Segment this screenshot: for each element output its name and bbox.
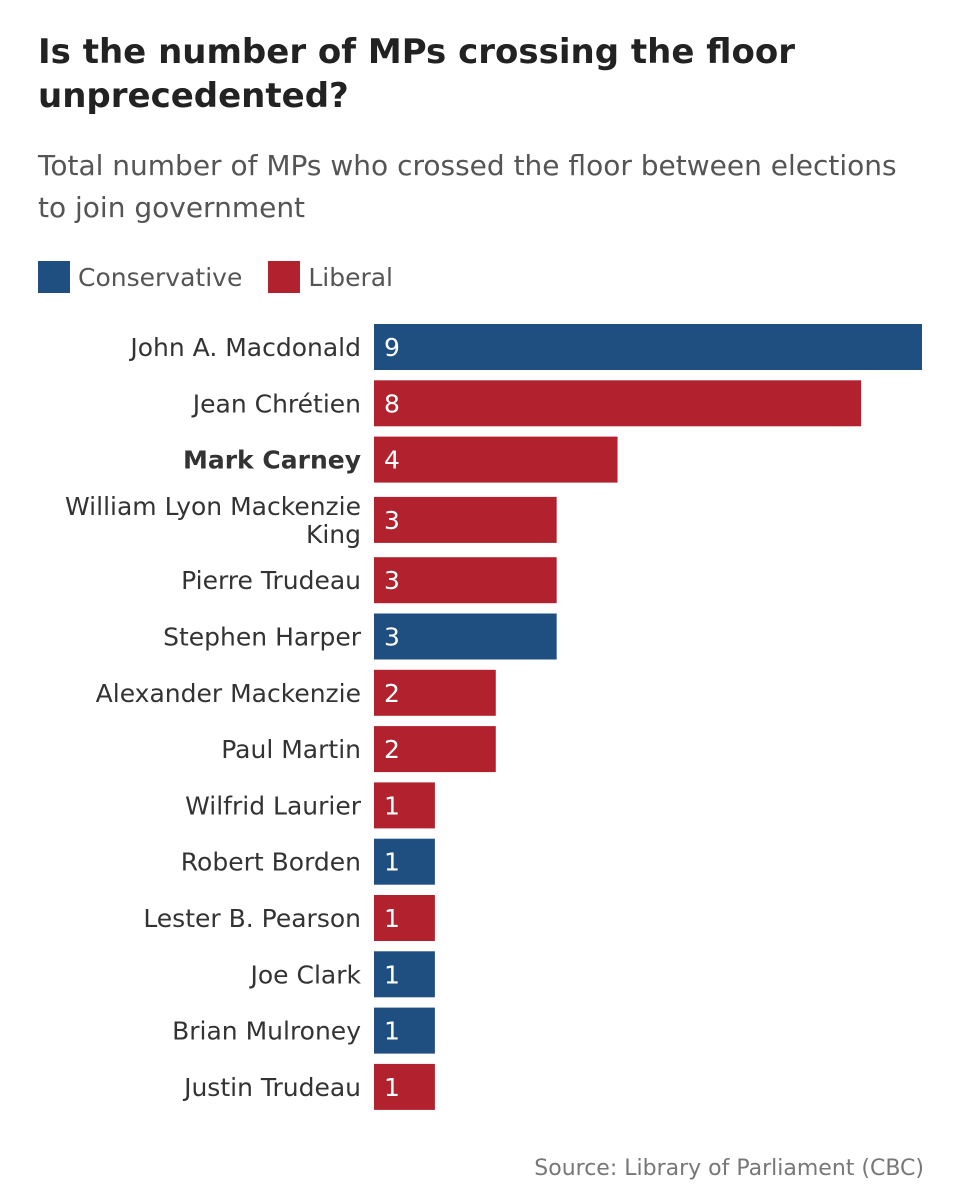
- data-label-brian-mulroney: 1: [384, 1017, 400, 1046]
- bar-stephen-harper: [374, 613, 557, 660]
- category-label-justin-trudeau: Justin Trudeau: [182, 1073, 361, 1102]
- data-label-paul-martin: 2: [384, 735, 400, 764]
- category-label-line: Brian Mulroney: [172, 1017, 361, 1046]
- bar-row-jean-chretien: 8 Jean Chrétien: [191, 380, 862, 427]
- legend: Conservative Liberal: [38, 260, 419, 294]
- bar-row-robert-borden: 1 Robert Borden: [181, 838, 435, 885]
- bar-william-lyon-mackenzie-king: [374, 496, 557, 543]
- category-label-line: Mark Carney: [183, 446, 361, 475]
- category-label-paul-martin: Paul Martin: [221, 735, 361, 764]
- bar-mark-carney: [374, 436, 618, 483]
- chart-subtitle: Total number of MPs who crossed the floo…: [38, 149, 897, 224]
- source-note: Source: Library of Parliament (CBC): [534, 1156, 924, 1181]
- category-label-john-a-macdonald: John A. Macdonald: [128, 333, 361, 362]
- category-label-line: King: [306, 520, 361, 549]
- bar-row-stephen-harper: 3 Stephen Harper: [163, 613, 557, 660]
- category-label-line: Stephen Harper: [163, 623, 362, 652]
- category-label-pierre-trudeau: Pierre Trudeau: [181, 566, 361, 595]
- legend-swatch-conservative: [38, 261, 70, 293]
- category-label-line: Justin Trudeau: [182, 1073, 361, 1102]
- category-label-stephen-harper: Stephen Harper: [163, 623, 362, 652]
- data-label-lester-b-pearson: 1: [384, 904, 400, 933]
- bar-lester-b-pearson: [374, 895, 435, 941]
- bar-jean-chretien: [374, 380, 862, 427]
- bar-row-wilfrid-laurier: 1 Wilfrid Laurier: [185, 782, 435, 829]
- bar-row-william-lyon-mackenzie-king: 3 William Lyon Mackenzie King: [65, 492, 557, 549]
- category-label-line: Pierre Trudeau: [181, 566, 361, 595]
- data-label-jean-chretien: 8: [384, 389, 400, 418]
- category-label-william-lyon-mackenzie-king: William Lyon Mackenzie King: [65, 492, 361, 549]
- data-label-william-lyon-mackenzie-king: 3: [384, 506, 400, 535]
- bar-wilfrid-laurier: [374, 782, 435, 829]
- category-label-line: Alexander Mackenzie: [96, 679, 361, 708]
- data-label-stephen-harper: 3: [384, 623, 400, 652]
- bar-paul-martin: [374, 726, 496, 773]
- bar-row-pierre-trudeau: 3 Pierre Trudeau: [181, 557, 557, 604]
- category-label-jean-chretien: Jean Chrétien: [191, 389, 361, 418]
- bar-row-brian-mulroney: 1 Brian Mulroney: [172, 1007, 435, 1054]
- category-label-line: Paul Martin: [221, 735, 361, 764]
- category-label-line: John A. Macdonald: [128, 333, 361, 362]
- bar-row-john-a-macdonald: 9 John A. Macdonald: [128, 324, 922, 370]
- data-label-john-a-macdonald: 9: [384, 333, 400, 362]
- bar-chart: 9 John A. Macdonald 8 Jean Chrétien 4 Mark Ca…: [65, 324, 922, 1110]
- category-label-line: Wilfrid Laurier: [185, 791, 362, 820]
- category-label-brian-mulroney: Brian Mulroney: [172, 1017, 361, 1046]
- legend-label-conservative: Conservative: [78, 262, 243, 292]
- data-label-robert-borden: 1: [384, 848, 400, 877]
- bar-row-justin-trudeau: 1 Justin Trudeau: [182, 1063, 435, 1110]
- data-label-wilfrid-laurier: 1: [384, 791, 400, 820]
- category-label-wilfrid-laurier: Wilfrid Laurier: [185, 791, 362, 820]
- category-label-line: Robert Borden: [181, 848, 361, 877]
- category-label-line: Jean Chrétien: [191, 389, 361, 418]
- data-label-justin-trudeau: 1: [384, 1073, 400, 1102]
- bar-brian-mulroney: [374, 1007, 435, 1054]
- legend-label-liberal: Liberal: [308, 262, 393, 292]
- bar-row-joe-clark: 1 Joe Clark: [249, 951, 435, 998]
- data-label-joe-clark: 1: [384, 960, 400, 989]
- data-label-mark-carney: 4: [384, 446, 400, 475]
- chart-title: Is the number of MPs crossing the floor …: [38, 32, 795, 116]
- bar-justin-trudeau: [374, 1063, 435, 1110]
- bar-row-alexander-mackenzie: 2 Alexander Mackenzie: [96, 669, 496, 716]
- category-label-lester-b-pearson: Lester B. Pearson: [143, 904, 361, 933]
- legend-item-liberal: Liberal: [268, 261, 393, 293]
- data-label-pierre-trudeau: 3: [384, 566, 400, 595]
- bar-row-mark-carney: 4 Mark Carney: [183, 436, 618, 483]
- bar-row-paul-martin: 2 Paul Martin: [221, 726, 496, 773]
- bar-robert-borden: [374, 838, 435, 885]
- category-label-line: Joe Clark: [249, 960, 362, 989]
- legend-swatch-liberal: [268, 261, 301, 293]
- bar-alexander-mackenzie: [374, 669, 496, 716]
- category-label-alexander-mackenzie: Alexander Mackenzie: [96, 679, 361, 708]
- category-label-mark-carney: Mark Carney: [183, 446, 361, 475]
- bar-john-a-macdonald: [374, 324, 922, 370]
- legend-item-conservative: Conservative: [38, 261, 242, 293]
- category-label-line: William Lyon Mackenzie: [65, 492, 361, 521]
- category-label-robert-borden: Robert Borden: [181, 848, 361, 877]
- category-label-line: Lester B. Pearson: [143, 904, 361, 933]
- bar-row-lester-b-pearson: 1 Lester B. Pearson: [143, 895, 435, 941]
- data-label-alexander-mackenzie: 2: [384, 679, 400, 708]
- bar-joe-clark: [374, 951, 435, 998]
- category-label-joe-clark: Joe Clark: [249, 960, 362, 989]
- bar-pierre-trudeau: [374, 557, 557, 604]
